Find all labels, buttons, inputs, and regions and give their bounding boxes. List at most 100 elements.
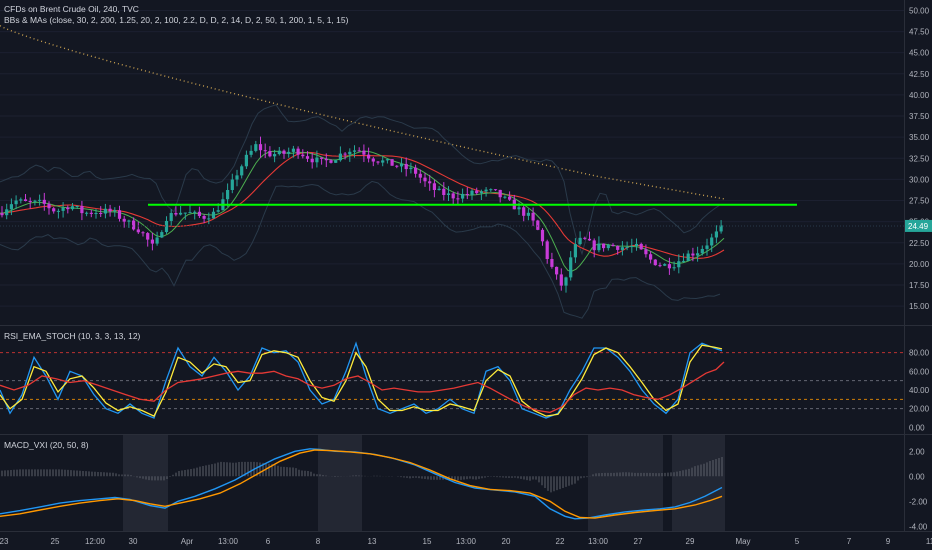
macd-shaded-region: [672, 435, 725, 531]
price-tick-label: 50.00: [909, 6, 930, 15]
candle-body: [188, 212, 192, 214]
bollinger-upper-band: [0, 104, 721, 256]
candle-body: [348, 151, 352, 155]
candle-body: [273, 154, 277, 157]
price-tick-label: 47.50: [909, 28, 930, 37]
candle-body: [315, 157, 319, 163]
candle-body: [475, 190, 479, 194]
candle-body: [672, 267, 676, 269]
macd-series-line: [0, 449, 723, 519]
candle-body: [564, 277, 568, 286]
time-axis-label: 13:00: [456, 537, 477, 546]
candle-body: [409, 167, 413, 170]
candle-body: [150, 239, 154, 244]
candle-body: [183, 212, 187, 214]
candle-body: [244, 154, 248, 167]
candle-body: [235, 175, 239, 180]
price-tick-label: 30.00: [909, 175, 930, 184]
candle-body: [423, 177, 427, 182]
candle-body: [437, 188, 441, 191]
candle-body: [9, 204, 13, 210]
time-axis-label: 25: [51, 537, 60, 546]
candle-body: [442, 188, 446, 196]
time-axis-label: 12:00: [85, 537, 106, 546]
candle-body: [61, 207, 65, 211]
time-axis-label: Apr: [181, 537, 194, 546]
candle-body: [329, 160, 333, 163]
macd-tick-label: -4.00: [909, 522, 928, 531]
candle-body: [287, 151, 291, 154]
price-tick-label: 35.00: [909, 133, 930, 142]
candle-body: [277, 150, 281, 155]
candle-body: [705, 245, 709, 249]
candle-body: [399, 163, 404, 167]
chart-title: CFDs on Brent Crude Oil, 240, TVC: [4, 4, 139, 14]
stochastic-tick-label: 80.00: [909, 349, 930, 358]
price-tick-label: 22.50: [909, 239, 930, 248]
stochastic-series-line: [0, 344, 723, 417]
candle-body: [296, 148, 300, 155]
candle-body: [381, 160, 385, 163]
candle-body: [132, 220, 136, 230]
candle-body: [249, 150, 253, 155]
macd-panel[interactable]: 2.00 0.00 -2.00 -4.00: [0, 435, 928, 531]
stochastic-tick-label: 0.00: [909, 423, 925, 432]
time-axis-label: 30: [129, 537, 138, 546]
candle-body: [179, 212, 183, 215]
candle-body: [352, 150, 357, 152]
candle-body: [710, 237, 714, 246]
candle-body: [522, 207, 526, 216]
candle-body: [23, 199, 28, 202]
candle-body: [700, 248, 704, 254]
candle-body: [428, 181, 432, 184]
time-axis[interactable]: 23 25 12:00 30 Apr 13:00 6 8 13 15 13:00 20 22 13:00 2…: [0, 537, 932, 546]
stochastic-tick-label: 20.00: [909, 405, 930, 414]
candle-body: [282, 150, 286, 154]
candle-body: [432, 183, 436, 191]
candle-body: [573, 244, 577, 258]
candle-body: [503, 196, 507, 198]
stochastic-title: RSI_EMA_STOCH (10, 3, 3, 13, 12): [4, 331, 141, 341]
candle-body: [555, 266, 559, 275]
candle-body: [451, 193, 455, 199]
candle-body: [634, 243, 639, 247]
time-axis-label: 6: [266, 537, 271, 546]
candle-body: [719, 225, 723, 232]
candle-body: [489, 189, 493, 191]
candle-body: [301, 154, 305, 157]
candle-body: [334, 160, 338, 163]
candle-body: [38, 199, 42, 201]
candle-body: [446, 193, 451, 196]
time-axis-label: 13:00: [218, 537, 239, 546]
candle-body: [305, 156, 310, 159]
stochastic-tick-label: 60.00: [909, 367, 930, 376]
candle-body: [691, 253, 695, 256]
time-axis-label: 27: [634, 537, 643, 546]
candle-body: [258, 144, 263, 151]
candle-body: [531, 212, 535, 221]
candle-body: [465, 193, 469, 195]
price-panel[interactable]: 50.00 47.50 45.00 42.50 40.00 37.50 35.00 32.50…: [0, 6, 932, 319]
candle-body: [324, 158, 328, 161]
stochastic-panel[interactable]: 80.00 60.00 40.00 20.00 0.00: [0, 341, 930, 432]
candle-body: [28, 201, 32, 203]
candle-body: [620, 247, 624, 250]
candle-body: [714, 231, 718, 238]
candle-body: [99, 213, 103, 215]
candle-body: [479, 191, 483, 194]
time-axis-label: 11: [926, 537, 932, 546]
price-tick-label: 42.50: [909, 70, 930, 79]
macd-title: MACD_VXI (20, 50, 8): [4, 440, 89, 450]
candle-body: [117, 210, 122, 219]
time-axis-label: May: [735, 537, 750, 546]
time-axis-label: 15: [423, 537, 432, 546]
last-price-label: 24.49: [908, 222, 929, 231]
candle-body: [493, 189, 498, 191]
price-tick-label: 15.00: [909, 302, 930, 311]
candle-body: [103, 208, 107, 214]
candle-body: [5, 209, 9, 216]
candle-body: [681, 260, 686, 262]
price-tick-label: 32.50: [909, 154, 930, 163]
candle-body: [202, 215, 206, 219]
